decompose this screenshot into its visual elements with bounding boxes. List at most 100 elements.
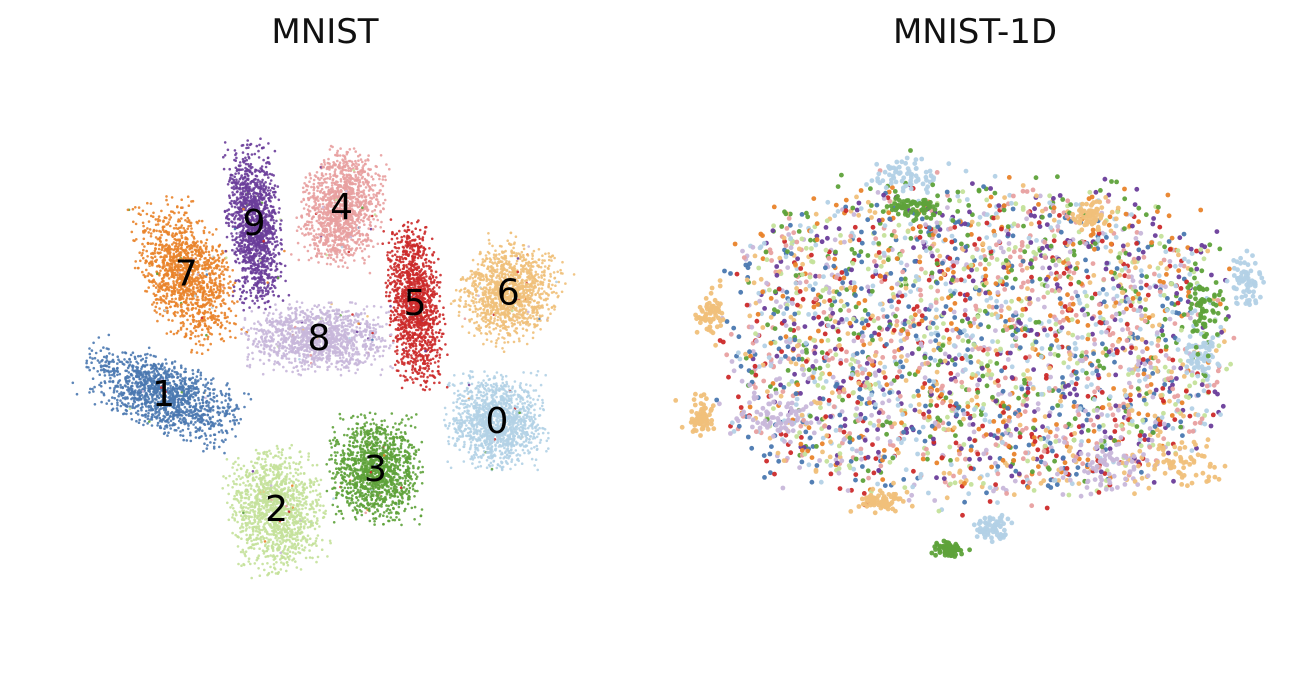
data-point (454, 418, 458, 422)
data-point (237, 407, 240, 411)
data-point (187, 397, 191, 401)
data-point (488, 443, 491, 447)
data-point (349, 453, 353, 457)
data-point (404, 432, 407, 436)
data-point (184, 410, 187, 414)
data-point (468, 419, 472, 423)
data-point (355, 454, 359, 458)
data-point (245, 527, 248, 530)
data-point (242, 501, 246, 505)
data-point (277, 455, 280, 458)
data-point (188, 377, 191, 381)
data-point (108, 373, 111, 377)
data-point (322, 515, 326, 519)
data-point (197, 396, 200, 400)
data-point (142, 387, 145, 390)
data-point (366, 429, 369, 433)
data-point (304, 556, 308, 560)
data-point (150, 367, 153, 370)
data-point (265, 536, 268, 540)
data-point (284, 475, 288, 479)
data-point (356, 472, 359, 476)
data-point (413, 518, 416, 521)
data-point (194, 426, 198, 429)
data-point (292, 546, 296, 550)
data-point (203, 413, 207, 417)
data-point (165, 362, 168, 365)
data-point (119, 383, 122, 387)
data-point (182, 438, 185, 442)
data-point (288, 535, 292, 539)
data-point (243, 405, 246, 409)
data-point (249, 509, 253, 512)
data-point (203, 423, 207, 427)
data-point (288, 477, 291, 481)
data-point (261, 490, 264, 493)
data-point (317, 483, 321, 487)
data-point (508, 403, 512, 407)
data-point (505, 442, 509, 446)
data-point (271, 466, 275, 469)
data-point (380, 432, 383, 436)
data-point (137, 397, 140, 401)
data-point (102, 393, 106, 397)
data-point (141, 405, 144, 409)
data-point (459, 382, 463, 385)
data-point (541, 431, 545, 435)
data-point (242, 562, 245, 566)
data-point (192, 405, 196, 408)
data-point (485, 451, 489, 455)
data-point (512, 428, 516, 432)
data-point (233, 423, 237, 426)
data-point (256, 530, 260, 533)
data-point (255, 469, 259, 473)
data-point (284, 482, 288, 485)
data-point (222, 440, 225, 444)
data-point (197, 390, 200, 393)
data-point (354, 518, 358, 521)
data-point (288, 523, 291, 527)
data-point (179, 421, 183, 424)
data-point (414, 473, 417, 476)
data-point (360, 510, 363, 513)
data-point (198, 402, 202, 405)
data-point (393, 518, 397, 522)
data-point (88, 356, 92, 359)
data-point (276, 532, 280, 535)
data-point (116, 362, 119, 365)
data-point (371, 418, 375, 421)
data-point (100, 400, 103, 404)
data-point (235, 491, 238, 495)
data-point (107, 360, 111, 364)
data-point (263, 470, 266, 473)
data-point (481, 453, 485, 457)
data-point (538, 407, 542, 410)
data-point (468, 447, 472, 451)
data-point (306, 518, 309, 521)
data-point (517, 395, 520, 399)
data-point (292, 520, 296, 524)
data-point (520, 462, 524, 466)
data-point (477, 388, 480, 391)
data-point (510, 458, 514, 461)
data-point (501, 452, 504, 456)
data-point (157, 362, 160, 366)
data-point (372, 494, 375, 498)
data-point (208, 416, 211, 419)
data-point (128, 357, 131, 361)
data-point (292, 503, 295, 507)
data-point (291, 492, 295, 496)
data-point (199, 371, 203, 375)
data-point (172, 417, 175, 421)
data-point (152, 354, 156, 358)
data-point (226, 484, 230, 487)
data-point (243, 514, 246, 517)
data-point (126, 361, 130, 364)
data-point (500, 461, 504, 464)
data-point (162, 432, 166, 436)
data-point (512, 444, 516, 447)
data-point (515, 412, 518, 415)
data-point (232, 480, 235, 483)
data-point (221, 487, 224, 490)
data-point (249, 493, 253, 497)
